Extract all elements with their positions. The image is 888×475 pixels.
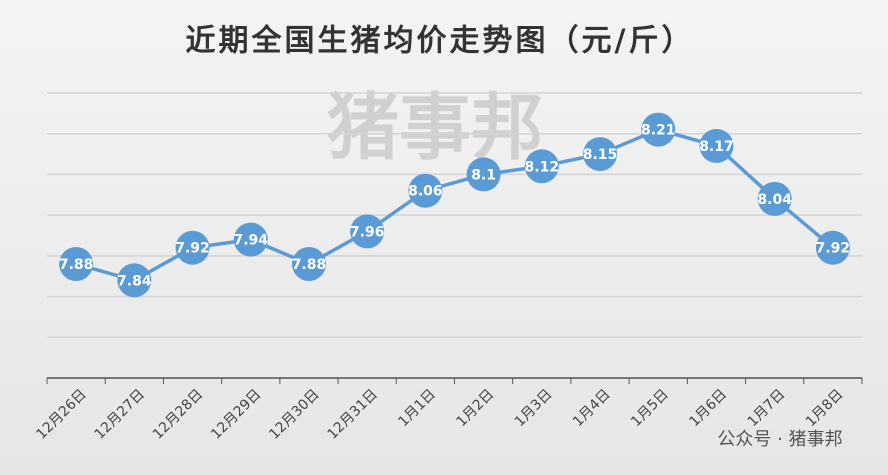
data-point xyxy=(59,247,94,281)
data-label: 8.21 xyxy=(641,123,676,139)
data-point xyxy=(233,222,268,257)
data-label: 7.96 xyxy=(350,224,385,240)
data-label: 7.94 xyxy=(233,233,268,249)
data-point xyxy=(175,230,210,265)
data-label: 8.06 xyxy=(408,184,443,200)
data-point xyxy=(757,181,792,216)
data-point xyxy=(350,214,385,249)
data-point xyxy=(466,157,501,192)
data-point xyxy=(815,230,850,265)
data-label: 8.15 xyxy=(583,147,618,163)
data-label: 8.17 xyxy=(699,139,734,155)
data-point xyxy=(583,137,618,172)
data-point xyxy=(641,112,676,147)
chart-title: 近期全国生猪均价走势图（元/斤） xyxy=(186,24,695,59)
source-note: 公众号 · 猪事邦 xyxy=(717,429,842,450)
data-point xyxy=(524,149,559,184)
data-label: 8.1 xyxy=(471,167,496,183)
data-point xyxy=(699,128,734,163)
data-point xyxy=(291,247,326,281)
data-label: 7.92 xyxy=(816,241,851,257)
data-point xyxy=(408,173,443,208)
data-label: 7.92 xyxy=(175,241,210,257)
data-label: 7.88 xyxy=(292,257,327,273)
data-label: 8.04 xyxy=(757,192,792,208)
watermark: 猪事邦 xyxy=(327,86,543,170)
data-label: 7.84 xyxy=(117,273,152,289)
data-label: 8.12 xyxy=(525,159,560,175)
data-label: 7.88 xyxy=(59,257,94,273)
data-point xyxy=(117,263,152,298)
